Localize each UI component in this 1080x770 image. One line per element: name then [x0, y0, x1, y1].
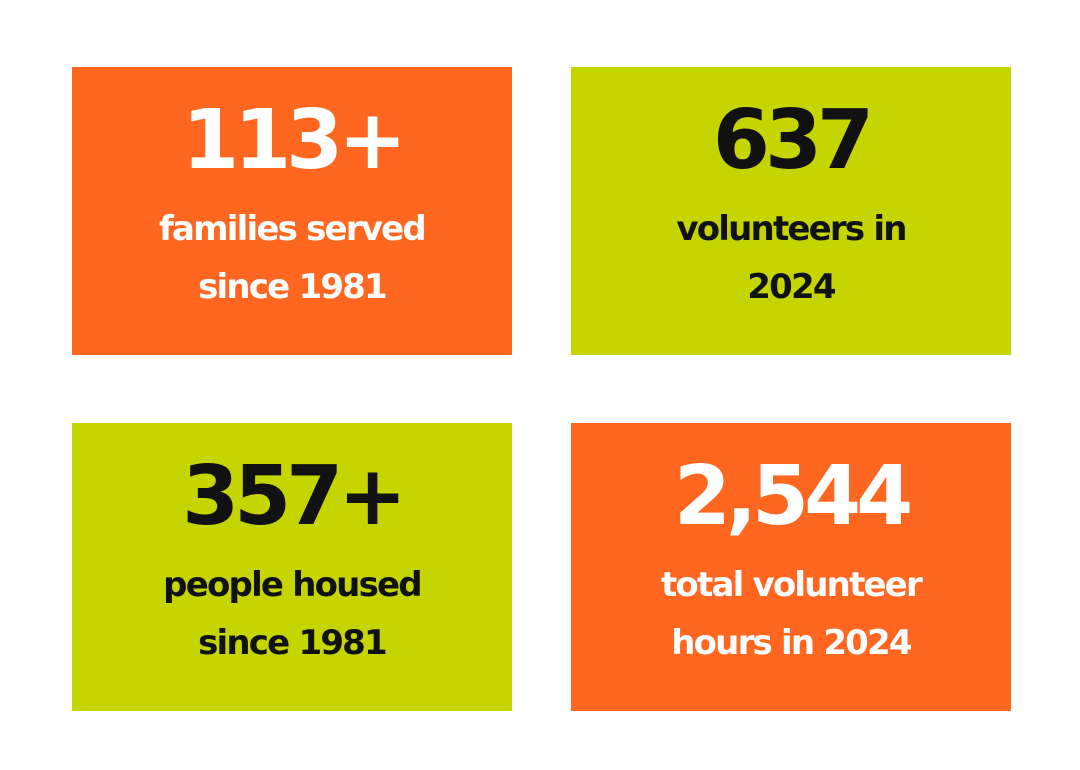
stat-label-line1: volunteers in	[676, 209, 907, 249]
stat-label-line2: 2024	[747, 267, 836, 307]
stat-value: 357+	[182, 449, 407, 544]
stat-label-line2: hours in 2024	[671, 623, 912, 663]
stat-card-volunteers: 637 volunteers in 2024	[571, 67, 1011, 355]
stat-card-people-housed: 357+ people housed since 1981	[72, 423, 512, 711]
stat-card-families-served: 113+ families served since 1981	[72, 67, 512, 355]
stat-value: 637	[712, 93, 874, 188]
stat-label-line1: total volunteer	[660, 565, 923, 605]
stat-card-volunteer-hours: 2,544 total volunteer hours in 2024	[571, 423, 1011, 711]
stat-label-line2: since 1981	[198, 267, 388, 307]
stat-value: 2,544	[673, 449, 913, 544]
stat-label-line1: people housed	[163, 565, 422, 605]
stat-label-line2: since 1981	[198, 623, 388, 663]
stat-value: 113+	[182, 93, 407, 188]
stat-label-line1: families served	[159, 209, 427, 249]
